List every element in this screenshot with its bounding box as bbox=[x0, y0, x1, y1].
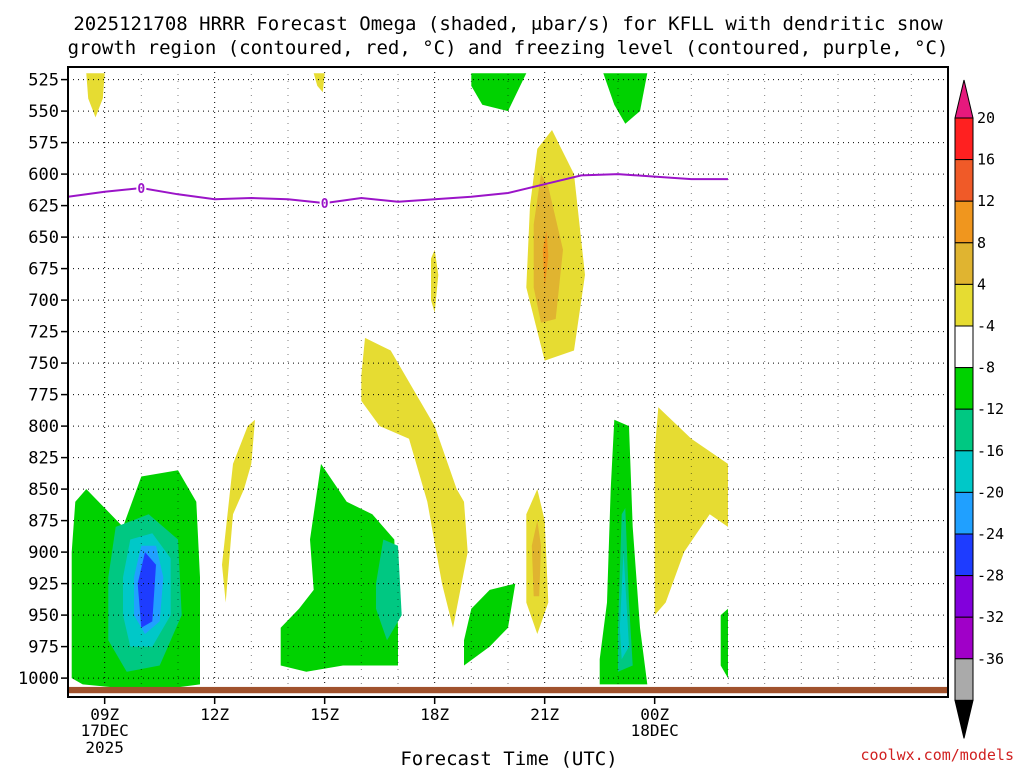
y-axis: 525 550 575 600 625 650 675 700 725 750 775 800 825 8… bbox=[18, 71, 68, 689]
chart-title: 2025121708 HRRR Forecast Omega (shaded, … bbox=[68, 13, 949, 59]
colorbar-box-1 bbox=[954, 159, 974, 202]
colorbar-label-16: 16 bbox=[977, 151, 995, 169]
title-line1: 2025121708 HRRR Forecast Omega (shaded, … bbox=[73, 13, 943, 35]
y-tick-label-900: 900 bbox=[28, 543, 59, 563]
colorbar-bottom-arrow bbox=[954, 699, 974, 739]
colorbar-label--20: -20 bbox=[977, 483, 1004, 501]
y-tick-label-575: 575 bbox=[28, 134, 59, 154]
colorbar-label--36: -36 bbox=[977, 650, 1004, 668]
colorbar-box-13 bbox=[954, 658, 974, 701]
plot-area: 0052555057560062565067570072575077580082… bbox=[18, 66, 949, 757]
omega-region-1 bbox=[313, 73, 325, 93]
colorbar-box-11 bbox=[954, 575, 974, 618]
colorbar-label--4: -4 bbox=[977, 317, 995, 335]
colorbar-label-4: 4 bbox=[977, 275, 986, 293]
x-tick-label-00Z: 00Z bbox=[640, 705, 669, 724]
x-tick-date: 17DEC bbox=[81, 721, 129, 740]
y-tick-label-750: 750 bbox=[28, 354, 59, 374]
x-axis-label: Forecast Time (UTC) bbox=[400, 748, 617, 768]
credit-text: coolwx.com/models bbox=[860, 746, 1014, 764]
colorbar-label-8: 8 bbox=[977, 234, 986, 252]
freezing-level-label-0: 0 bbox=[137, 182, 145, 197]
x-tick-label-15Z: 15Z bbox=[310, 705, 339, 724]
colorbar-label--24: -24 bbox=[977, 525, 1004, 543]
y-tick-label-725: 725 bbox=[28, 323, 59, 343]
colorbar-label--12: -12 bbox=[977, 400, 1004, 418]
omega-region-3 bbox=[533, 174, 563, 323]
y-tick-label-700: 700 bbox=[28, 291, 59, 311]
y-tick-label-600: 600 bbox=[28, 165, 59, 185]
colorbar-label--16: -16 bbox=[977, 442, 1004, 460]
y-tick-label-800: 800 bbox=[28, 417, 59, 437]
y-tick-label-850: 850 bbox=[28, 480, 59, 500]
freezing-label-bg bbox=[136, 180, 147, 194]
omega-region-10 bbox=[531, 520, 541, 597]
colorbar: 20 16 12 8 4 -4 -8 -12 -16 -20 -24 -28 -32 -36 bbox=[954, 79, 1004, 739]
freezing-level-line bbox=[68, 173, 728, 205]
omega-region-8 bbox=[654, 407, 728, 616]
colorbar-label--8: -8 bbox=[977, 359, 995, 377]
colorbar-box-4 bbox=[954, 283, 974, 327]
x-tick-year: 2025 bbox=[85, 738, 124, 757]
omega-region-7 bbox=[222, 419, 255, 603]
omega-region-18 bbox=[464, 583, 516, 666]
omega-region-15 bbox=[137, 552, 156, 628]
colorbar-box-12 bbox=[954, 616, 974, 660]
omega-region-4 bbox=[542, 230, 549, 288]
x-tick-label-18Z: 18Z bbox=[420, 705, 449, 724]
omega-region-16 bbox=[280, 463, 398, 672]
colorbar-box-8 bbox=[954, 450, 974, 493]
title-line2: growth region (contoured, red, °C) and f… bbox=[68, 37, 949, 59]
omega-region-17 bbox=[376, 539, 402, 641]
ground-strip bbox=[68, 686, 948, 694]
colorbar-box-10 bbox=[954, 533, 974, 577]
y-tick-label-950: 950 bbox=[28, 606, 59, 626]
y-tick-label-550: 550 bbox=[28, 102, 59, 122]
y-tick-label-825: 825 bbox=[28, 449, 59, 469]
omega-region-6 bbox=[361, 337, 468, 628]
y-tick-label-675: 675 bbox=[28, 260, 59, 280]
colorbar-box-2 bbox=[954, 200, 974, 244]
y-tick-label-925: 925 bbox=[28, 575, 59, 595]
freezing-level: 00 bbox=[68, 173, 728, 212]
colorbar-top-arrow bbox=[954, 79, 974, 119]
colorbar-label-20: 20 bbox=[977, 109, 995, 127]
freezing-label-bg bbox=[319, 196, 330, 210]
colorbar-box-5 bbox=[954, 325, 974, 369]
plot-frame bbox=[67, 66, 949, 698]
colorbar-label-12: 12 bbox=[977, 192, 995, 210]
omega-region-5 bbox=[431, 249, 439, 313]
colorbar-box-9 bbox=[954, 491, 974, 535]
colorbar-box-0 bbox=[954, 117, 974, 161]
x-tick-date: 18DEC bbox=[631, 721, 679, 740]
x-tick-label-09Z: 09Z bbox=[90, 705, 119, 724]
y-tick-label-875: 875 bbox=[28, 512, 59, 532]
x-tick-label-21Z: 21Z bbox=[530, 705, 559, 724]
y-tick-label-650: 650 bbox=[28, 228, 59, 248]
omega-region-21 bbox=[619, 552, 629, 660]
y-tick-label-625: 625 bbox=[28, 197, 59, 217]
y-tick-label-525: 525 bbox=[28, 71, 59, 91]
colorbar-box-6 bbox=[954, 367, 974, 410]
colorbar-box-7 bbox=[954, 408, 974, 452]
omega-region-23 bbox=[603, 73, 648, 124]
colorbar-label--28: -28 bbox=[977, 567, 1004, 585]
x-tick-label-12Z: 12Z bbox=[200, 705, 229, 724]
omega-region-0 bbox=[86, 73, 105, 118]
colorbar-box-3 bbox=[954, 242, 974, 285]
y-tick-label-975: 975 bbox=[28, 638, 59, 658]
y-tick-label-1000: 1000 bbox=[18, 669, 59, 689]
colorbar-label--32: -32 bbox=[977, 608, 1004, 626]
freezing-level-label-1: 0 bbox=[321, 197, 329, 212]
y-tick-label-775: 775 bbox=[28, 386, 59, 406]
omega-shading bbox=[71, 73, 728, 689]
omega-region-22 bbox=[471, 73, 527, 112]
omega-region-24 bbox=[720, 608, 728, 679]
